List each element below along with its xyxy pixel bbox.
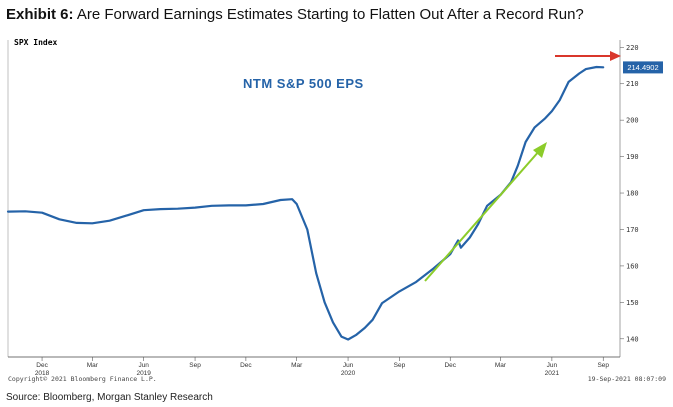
- x-year-label: 2020: [341, 370, 356, 377]
- last-value-marker: 214.4902: [623, 61, 663, 74]
- x-tick-label: Sep: [394, 362, 406, 369]
- x-tick-label: Sep: [597, 362, 609, 369]
- x-tick-label: Sep: [189, 362, 201, 369]
- x-tick-label: Jun: [547, 362, 558, 369]
- y-tick-label: 200: [626, 117, 639, 125]
- last-value-label: 214.4902: [627, 63, 658, 72]
- timestamp-text: 19-Sep-2021 08:07:09: [588, 375, 666, 383]
- x-year-label: 2021: [545, 370, 560, 377]
- x-tick-label: Mar: [87, 362, 99, 369]
- x-tick-label: Dec: [240, 362, 252, 369]
- y-tick-label: 140: [626, 335, 639, 343]
- x-year-label: 2018: [35, 370, 50, 377]
- y-tick-label: 190: [626, 153, 639, 161]
- x-tick-label: Jun: [138, 362, 149, 369]
- y-tick-label: 150: [626, 299, 639, 307]
- green-trend-arrow: [424, 142, 547, 282]
- y-axis-ticks: 140 150 160 170 180 190 200 210 220: [620, 44, 639, 343]
- eps-series-line: [6, 65, 605, 341]
- x-tick-label: Mar: [495, 362, 507, 369]
- y-tick-label: 180: [626, 190, 639, 198]
- series-annotation: NTM S&P 500 EPS: [243, 76, 364, 91]
- y-tick-label: 160: [626, 262, 639, 270]
- y-tick-label: 210: [626, 80, 639, 88]
- index-label: SPX Index: [14, 38, 58, 47]
- copyright-text: Copyright© 2021 Bloomberg Finance L.P.: [8, 375, 157, 383]
- exhibit-title: Exhibit 6: Are Forward Earnings Estimate…: [6, 6, 584, 23]
- source-note: Source: Bloomberg, Morgan Stanley Resear…: [6, 392, 213, 403]
- y-tick-label: 220: [626, 44, 639, 52]
- exhibit-heading: Are Forward Earnings Estimates Starting …: [76, 6, 584, 23]
- x-tick-label: Mar: [291, 362, 303, 369]
- exhibit-label: Exhibit 6:: [6, 6, 74, 23]
- red-pointer-arrow: [555, 51, 621, 61]
- y-tick-label: 170: [626, 226, 639, 234]
- x-tick-label: Dec: [36, 362, 48, 369]
- x-year-label: 2019: [136, 370, 151, 377]
- x-tick-label: Jun: [343, 362, 354, 369]
- x-tick-label: Dec: [444, 362, 456, 369]
